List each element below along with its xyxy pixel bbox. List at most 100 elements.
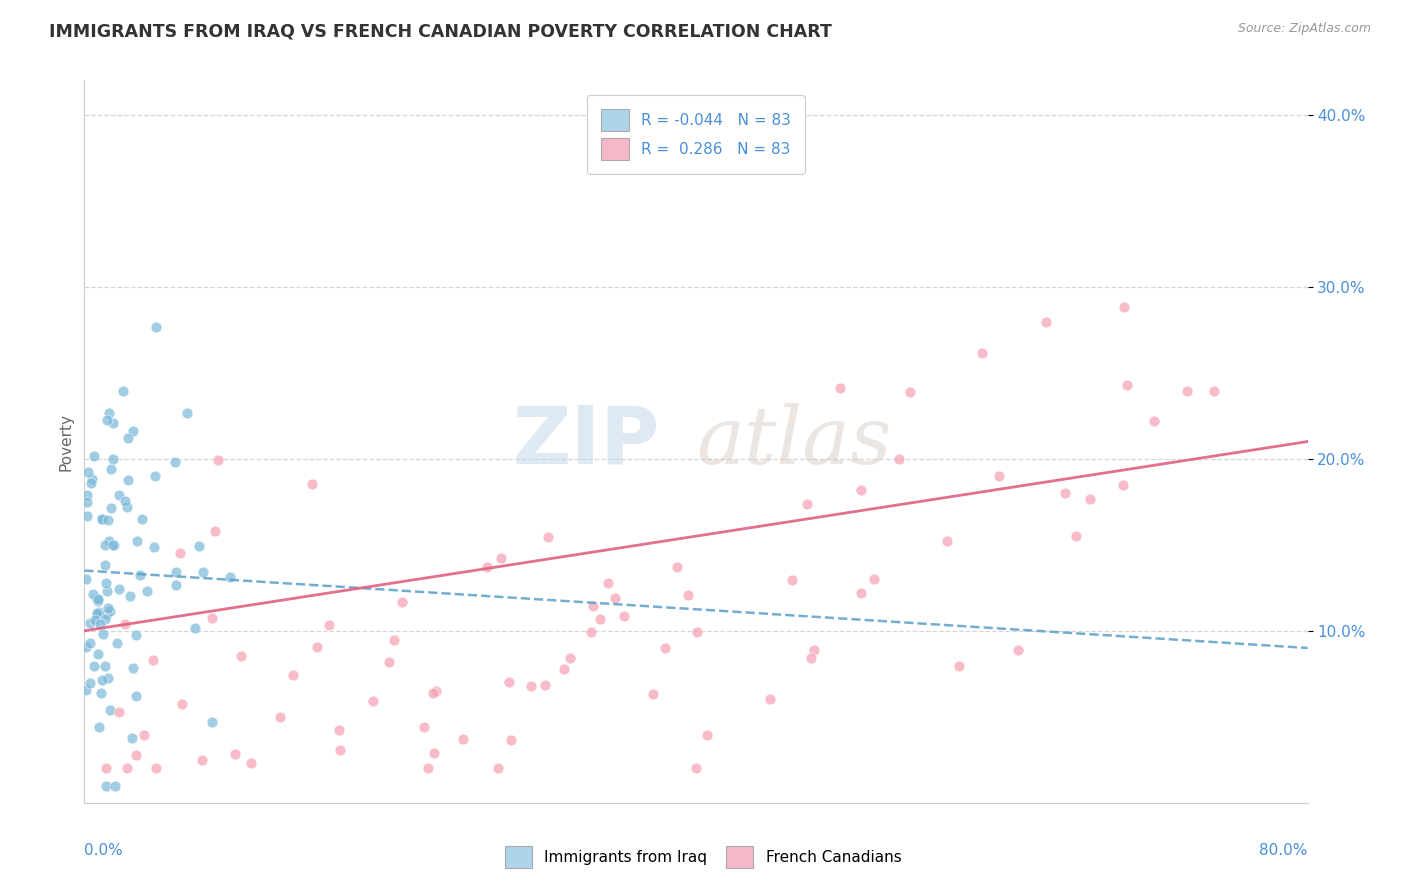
Point — [207, 452, 229, 467]
Point — [948, 658, 970, 673]
Point — [475, 559, 498, 574]
Point — [378, 656, 401, 670]
Point — [98, 703, 121, 717]
Point — [582, 599, 605, 613]
Text: 0.0%: 0.0% — [84, 843, 124, 857]
Point — [696, 728, 718, 742]
Point — [100, 500, 122, 515]
Point — [97, 601, 120, 615]
Point — [114, 617, 136, 632]
Point — [94, 612, 117, 626]
Point — [382, 633, 405, 648]
Text: Source: ZipAtlas.com: Source: ZipAtlas.com — [1237, 22, 1371, 36]
Point — [534, 678, 557, 692]
Point — [83, 449, 105, 463]
Point — [75, 572, 97, 586]
Point — [491, 550, 513, 565]
Point — [104, 779, 127, 793]
Point — [828, 381, 851, 395]
Point — [145, 761, 167, 775]
Point — [117, 473, 139, 487]
Point — [305, 640, 328, 654]
Point — [80, 475, 103, 490]
Point — [219, 570, 242, 584]
Point — [107, 582, 129, 596]
Point — [115, 500, 138, 515]
Point — [82, 587, 104, 601]
Point — [76, 494, 98, 508]
Point — [87, 647, 110, 661]
Point — [98, 533, 121, 548]
Point — [201, 715, 224, 730]
Point — [1007, 643, 1029, 657]
Point — [803, 642, 825, 657]
Point — [80, 472, 103, 486]
Point — [121, 731, 143, 746]
Point — [108, 488, 131, 502]
Point — [87, 591, 110, 606]
Point — [520, 679, 543, 693]
Text: atlas: atlas — [696, 403, 891, 480]
Point — [898, 384, 921, 399]
Point — [1115, 377, 1137, 392]
Point — [423, 746, 446, 760]
Point — [108, 705, 131, 719]
Text: IMMIGRANTS FROM IRAQ VS FRENCH CANADIAN POVERTY CORRELATION CHART: IMMIGRANTS FROM IRAQ VS FRENCH CANADIAN … — [49, 22, 832, 40]
Point — [94, 659, 117, 673]
Point — [115, 761, 138, 775]
Point — [988, 469, 1011, 483]
Point — [935, 534, 957, 549]
Point — [127, 534, 149, 549]
Point — [111, 384, 134, 399]
Text: 80.0%: 80.0% — [1260, 843, 1308, 857]
Point — [188, 539, 211, 553]
Point — [191, 753, 214, 767]
Point — [84, 591, 107, 605]
Point — [122, 424, 145, 438]
Point — [361, 694, 384, 708]
Point — [96, 413, 118, 427]
Point — [204, 524, 226, 538]
Point — [114, 494, 136, 508]
Point — [329, 743, 352, 757]
Point — [117, 431, 139, 445]
Point — [416, 761, 439, 775]
Point — [125, 689, 148, 703]
Point — [451, 731, 474, 746]
Point — [103, 538, 125, 552]
Point — [184, 621, 207, 635]
Point — [135, 584, 157, 599]
Point — [589, 612, 612, 626]
Point — [863, 572, 886, 586]
Point — [105, 636, 128, 650]
Point — [163, 455, 186, 469]
Point — [537, 530, 560, 544]
Point — [318, 618, 340, 632]
Point — [676, 588, 699, 602]
Point — [796, 497, 818, 511]
Point — [643, 687, 665, 701]
Point — [970, 346, 993, 360]
Point — [97, 406, 120, 420]
Point — [1035, 315, 1057, 329]
Point — [83, 659, 105, 673]
Point — [101, 417, 124, 431]
Point — [499, 732, 522, 747]
Point — [75, 640, 97, 655]
Point — [129, 567, 152, 582]
Point — [1064, 529, 1087, 543]
Point — [224, 747, 246, 761]
Point — [125, 627, 148, 641]
Point — [79, 616, 101, 631]
Point — [281, 668, 304, 682]
Point — [553, 662, 575, 676]
Point — [122, 661, 145, 675]
Point — [131, 512, 153, 526]
Point — [1175, 384, 1198, 399]
Point — [94, 575, 117, 590]
Point — [165, 565, 187, 579]
Point — [145, 320, 167, 334]
Point — [654, 641, 676, 656]
Point — [76, 488, 98, 502]
Point — [93, 538, 115, 552]
